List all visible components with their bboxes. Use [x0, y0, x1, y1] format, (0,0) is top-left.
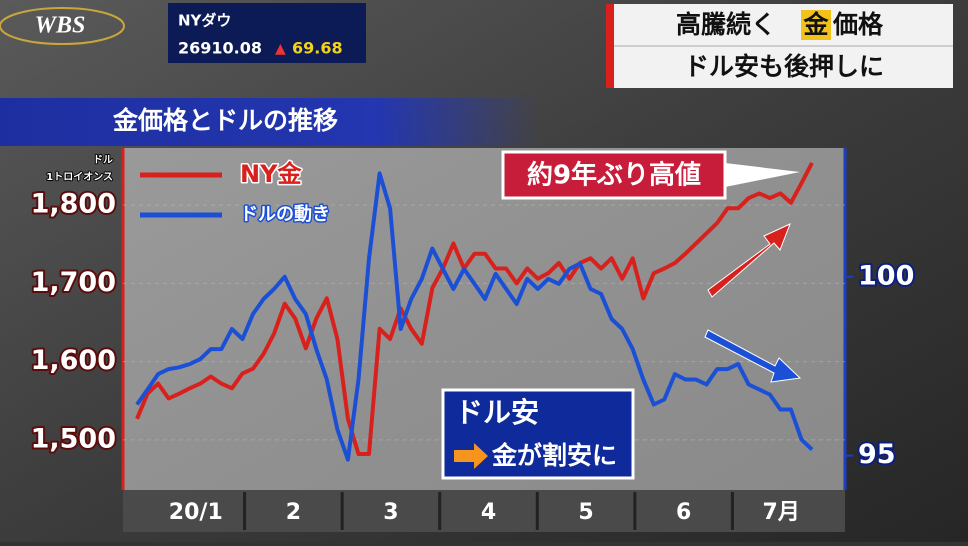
- y-axis-unit: ドル: [93, 154, 113, 166]
- y-tick-label: 1,800: [31, 189, 116, 220]
- y-tick-label: 1,500: [31, 423, 116, 454]
- title-highlight: [801, 10, 831, 40]
- series-line: [135, 171, 814, 462]
- ticker-name: NYダウ: [178, 12, 231, 30]
- x-tick-label: 6: [676, 500, 691, 525]
- title-accent: [606, 4, 614, 88]
- y2-tick-label: 100: [858, 260, 914, 291]
- annotation-pointer: [725, 163, 800, 187]
- y-axis-unit: 1トロイオンス: [46, 171, 113, 183]
- y2-tick-label: 95: [858, 439, 896, 470]
- orange-arrow-icon: [454, 443, 488, 469]
- x-tick-label: 4: [481, 500, 496, 525]
- x-tick-label: 3: [383, 500, 398, 525]
- title-part: 金: [802, 10, 829, 39]
- title-part: 高騰続く: [676, 10, 776, 39]
- annotation: 金が割安に: [491, 441, 617, 470]
- chart-banner: [0, 98, 540, 146]
- ticker-value: 26910.08: [178, 39, 262, 58]
- annotation-box: [501, 150, 727, 200]
- up-arrow: [707, 223, 791, 298]
- logo-ring: [0, 7, 125, 45]
- ticker-arrow: ▲: [275, 41, 286, 57]
- legend-label: ドルの動き: [240, 203, 330, 225]
- plot: [123, 161, 853, 530]
- x-tick-label: 5: [578, 500, 593, 525]
- legend-label: NY金: [240, 160, 302, 188]
- annotation: 約9年ぶり高値: [527, 160, 701, 191]
- x-tick-label: 2: [286, 500, 301, 525]
- y-tick-label: 1,700: [31, 267, 116, 298]
- ticker-change: 69.68: [292, 39, 343, 58]
- x-tick-label: 20/1: [169, 500, 223, 525]
- subtitle: ドル安も後押しに: [684, 52, 884, 81]
- y-tick-label: 1,600: [31, 345, 116, 376]
- down-arrow: [704, 329, 802, 383]
- x-tick-label: 7月: [763, 500, 800, 525]
- title-part: 価格: [832, 10, 884, 39]
- series-line: [135, 161, 814, 456]
- logo: WBS: [35, 13, 86, 39]
- chart-title: 金価格とドルの推移: [112, 106, 338, 135]
- annotation: ドル安: [455, 396, 539, 429]
- ticker-box: [168, 3, 366, 63]
